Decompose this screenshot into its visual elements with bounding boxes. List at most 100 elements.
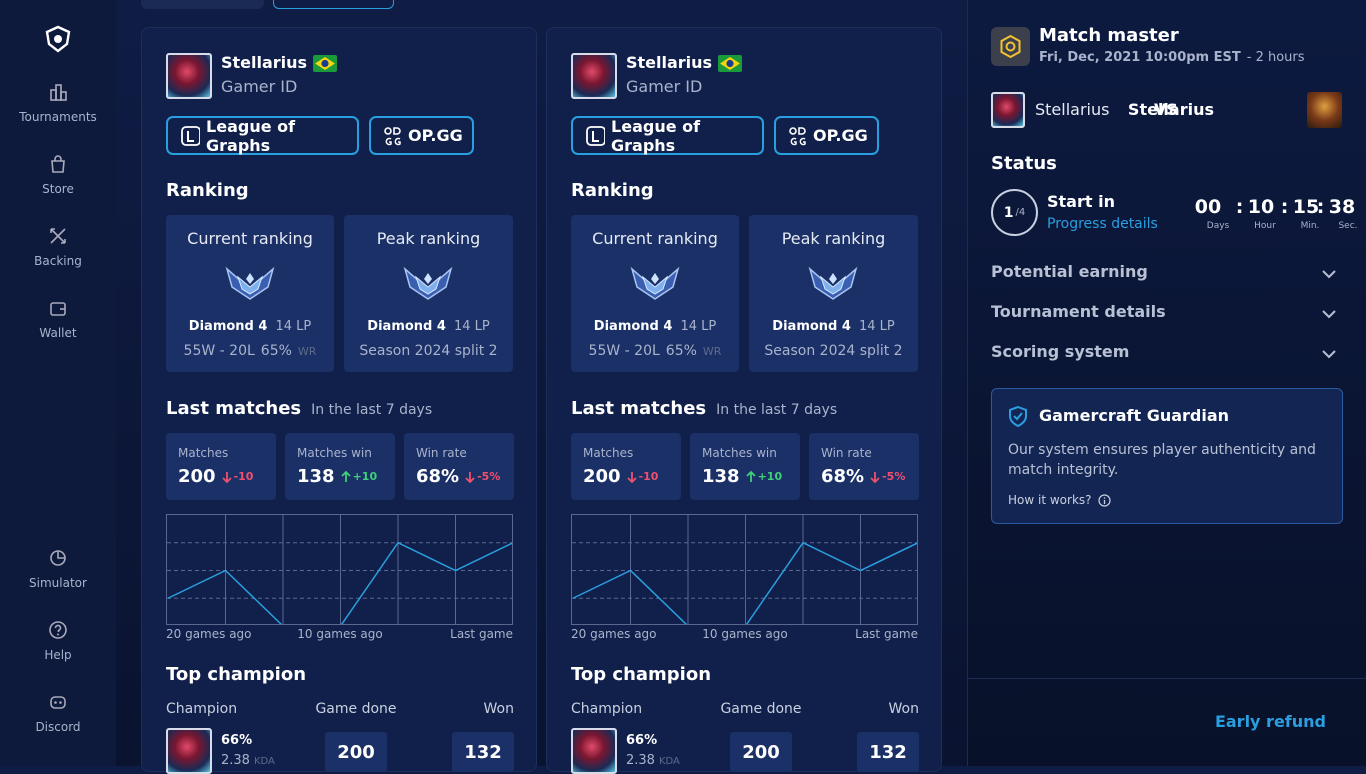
trend-arrow (340, 471, 351, 482)
kda: 2.38 (221, 753, 250, 768)
nav-item[interactable]: Tournaments (19, 110, 97, 124)
winrate: 65% (260, 343, 292, 359)
stat-value: 138 (297, 466, 335, 487)
rank-emblem (627, 263, 683, 307)
stat-card: Win rate 68% -5% (404, 433, 514, 500)
stat-value: 200 (178, 466, 216, 487)
early-refund[interactable]: Early refund (1214, 712, 1326, 731)
lp: 14 LP (453, 319, 490, 334)
section-subtitle: In the last 7 days (716, 402, 838, 418)
rank-emblem (400, 263, 456, 307)
countdown-value: 00 (1194, 196, 1222, 218)
stat-card: Matches win 138 +10 (690, 433, 800, 500)
stat-label: Matches win (702, 446, 777, 460)
x-label: 20 games ago (571, 627, 657, 641)
countdown-unit: Sec. (1338, 221, 1358, 231)
column-header: Game done (315, 701, 397, 717)
tab[interactable] (273, 0, 394, 9)
chart-line (572, 541, 917, 624)
accordion-title[interactable]: Potential earning (991, 262, 1148, 281)
avatar (166, 53, 212, 99)
section-title: Ranking (166, 180, 249, 201)
stat-value: 68% (821, 466, 865, 487)
season: Season 2024 split 2 (764, 343, 903, 359)
stat-label: Matches (583, 446, 634, 460)
stat-row: 138 +10 (297, 467, 377, 487)
player-panel: Stellarius Gamer ID League of Graphs OP.GG R… (141, 27, 537, 774)
nav-item[interactable]: Simulator (29, 576, 87, 590)
x-label: 10 games ago (702, 627, 788, 641)
record: 55W - 20L (588, 343, 660, 359)
section-title: Top champion (166, 664, 307, 685)
value-box: 200 (325, 732, 387, 772)
trend-arrow (870, 472, 880, 483)
player-name: Stellarius (626, 53, 713, 72)
chevron (1322, 306, 1336, 325)
progress-link[interactable]: Progress details (1047, 216, 1158, 232)
card-title: Current ranking (187, 229, 313, 248)
how-link[interactable]: How it works? (1008, 491, 1111, 509)
lp: 14 LP (680, 319, 717, 334)
value: 132 (464, 741, 502, 763)
tier: Diamond 4 (188, 319, 268, 334)
icon (384, 126, 401, 145)
accordion-title[interactable]: Scoring system (991, 342, 1130, 361)
link-button[interactable]: OP.GG (369, 116, 474, 155)
x-label: 10 games ago (297, 627, 383, 641)
nav-item[interactable]: Store (42, 182, 74, 196)
countdown-value: 10 (1236, 196, 1275, 218)
link-button[interactable]: League of Graphs (571, 116, 764, 155)
nav-item[interactable]: Discord (35, 720, 81, 734)
nav-item[interactable]: Help (44, 648, 72, 662)
stat-delta: +10 (352, 470, 378, 483)
column-header: Won (888, 701, 919, 717)
tab[interactable] (141, 0, 264, 9)
stat-value: 138 (702, 466, 740, 487)
countdown-value: 38 (1317, 196, 1356, 218)
section-title: Last matches (571, 398, 707, 419)
lp: 14 LP (858, 319, 895, 334)
stat-row: 68% -5% (821, 467, 905, 487)
match-chart (571, 514, 918, 625)
nav-icon (48, 154, 68, 178)
tier-line: Diamond 4 14 LP (166, 317, 334, 337)
accordion-title[interactable]: Tournament details (991, 302, 1166, 321)
avatar (571, 53, 617, 99)
nav-item[interactable]: Backing (34, 254, 82, 268)
tier-line: Diamond 4 14 LP (571, 317, 739, 337)
nav-icon (48, 298, 68, 322)
stat-card: Win rate 68% -5% (809, 433, 919, 500)
status-title: Status (991, 153, 1057, 174)
start-label: Start in (1047, 192, 1115, 211)
match-panel: Match master Fri, Dec, 2021 10:00pm EST 2 … (967, 0, 1366, 766)
tier: Diamond 4 (593, 319, 673, 334)
away-player: Stellarius (1127, 100, 1214, 119)
nav-icon (48, 548, 68, 572)
kda-label: KDA (658, 756, 680, 767)
link-button[interactable]: OP.GG (774, 116, 879, 155)
trend-arrow (745, 471, 756, 482)
section-title: Last matches (166, 398, 302, 419)
champion-winrate: 66% (221, 733, 253, 748)
stat-delta: -5% (882, 470, 906, 483)
champion-winrate: 66% (626, 733, 658, 748)
stat-delta: -10 (638, 470, 659, 483)
stat-delta: -5% (477, 470, 501, 483)
match-chart (166, 514, 513, 625)
record-line: Season 2024 split 2 (344, 341, 513, 361)
countdown-unit: Min. (1300, 221, 1320, 231)
home-player: Stellarius (1035, 100, 1110, 119)
nav-item[interactable]: Wallet (39, 326, 77, 340)
card-title: Peak ranking (376, 229, 481, 248)
link-text: How it works? (1008, 493, 1092, 507)
section-header: Last matches In the last 7 days (166, 399, 432, 420)
progress-ring: 14 (991, 189, 1038, 236)
vs: VS (1154, 100, 1178, 119)
avatar (166, 728, 212, 774)
flag (313, 54, 338, 72)
stat-card: Matches win 138 +10 (285, 433, 395, 500)
section-title: Ranking (571, 180, 654, 201)
winrate: 65% (665, 343, 697, 359)
link-button[interactable]: League of Graphs (166, 116, 359, 155)
shield-icon (1008, 405, 1028, 431)
